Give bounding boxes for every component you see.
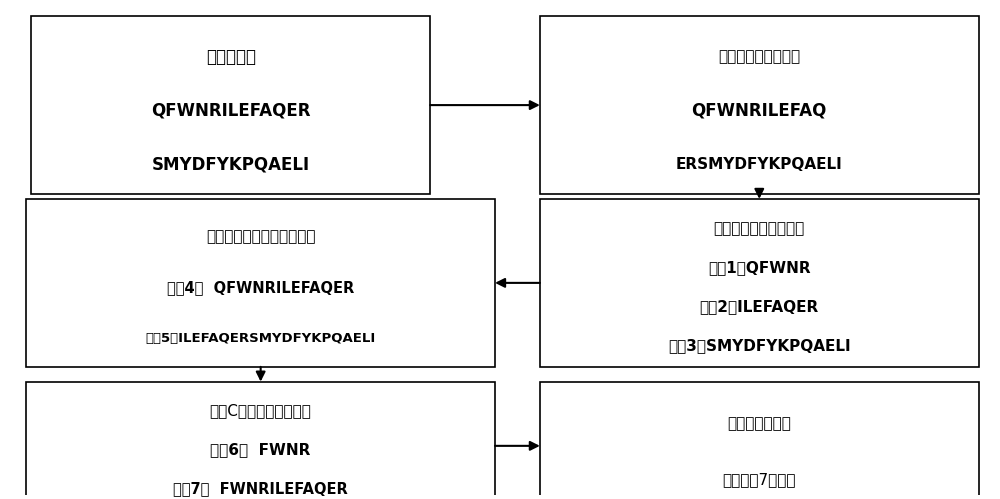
- Text: QFWNRILEFAQ: QFWNRILEFAQ: [692, 101, 827, 119]
- Text: 虚拟酶解最终结: 虚拟酶解最终结: [727, 416, 791, 431]
- Text: 肽段7：  FWNRILEFAQER: 肽段7： FWNRILEFAQER: [173, 481, 348, 496]
- Text: 有一个漏切位点的碎裂肽段: 有一个漏切位点的碎裂肽段: [206, 230, 315, 245]
- Text: 考虑C段敏感产生的肽段: 考虑C段敏感产生的肽段: [210, 403, 312, 418]
- Text: 肽段6：  FWNR: 肽段6： FWNR: [210, 442, 311, 457]
- Text: 无漏切位点的碎裂肽段: 无漏切位点的碎裂肽段: [714, 221, 805, 236]
- FancyBboxPatch shape: [540, 199, 979, 367]
- Text: 肽段1：QFWNR: 肽段1：QFWNR: [708, 260, 811, 275]
- Text: ERSMYDFYKPQAELI: ERSMYDFYKPQAELI: [676, 157, 843, 172]
- Text: SMYDFYKPQAELI: SMYDFYKPQAELI: [152, 155, 310, 173]
- FancyBboxPatch shape: [26, 382, 495, 499]
- Text: 肽段3：SMYDFYKPQAELI: 肽段3：SMYDFYKPQAELI: [668, 338, 851, 353]
- Text: 肽段2：ILEFAQER: 肽段2：ILEFAQER: [700, 299, 819, 314]
- Text: 果为上面7个肽段: 果为上面7个肽段: [723, 472, 796, 487]
- Text: 肽段4：  QFWNRILEFAQER: 肽段4： QFWNRILEFAQER: [167, 280, 354, 295]
- Text: 肽段5：ILEFAQERSMYDFYKPQAELI: 肽段5：ILEFAQERSMYDFYKPQAELI: [146, 332, 376, 345]
- Text: 符合规则的酶切位点: 符合规则的酶切位点: [718, 49, 800, 64]
- FancyBboxPatch shape: [540, 382, 979, 499]
- Text: 蛋白质序列: 蛋白质序列: [206, 47, 256, 65]
- Text: QFWNRILEFAQER: QFWNRILEFAQER: [151, 101, 310, 119]
- FancyBboxPatch shape: [540, 16, 979, 194]
- FancyBboxPatch shape: [26, 199, 495, 367]
- FancyBboxPatch shape: [31, 16, 430, 194]
